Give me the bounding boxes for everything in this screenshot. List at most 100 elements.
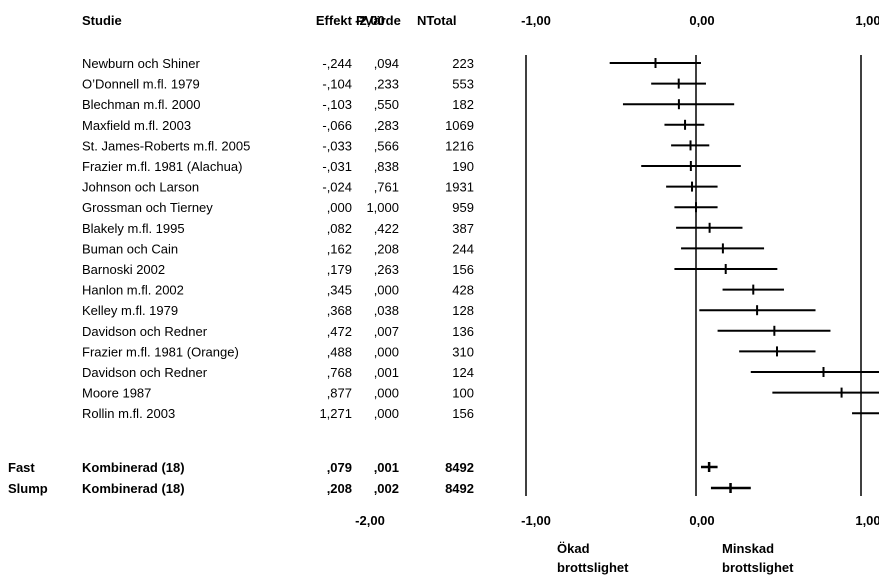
xlabel-left-line1: Ökad xyxy=(557,541,590,556)
n-total: 223 xyxy=(452,56,474,71)
study-row: St. James-Roberts m.fl. 2005 -,033 ,566 121… xyxy=(82,138,710,153)
tick-labels-bottom: -2,00-1,000,001,002,00 xyxy=(355,513,879,528)
effect-value: ,000 xyxy=(327,200,352,215)
study-name: Buman och Cain xyxy=(82,241,178,256)
study-row: Moore 1987 ,877 ,000 100 xyxy=(82,386,879,401)
summary-row: Fast Kombinerad (18) ,079 ,001 8492 xyxy=(8,460,718,475)
n-total: 387 xyxy=(452,221,474,236)
xlabel-right-line2: brottslighet xyxy=(722,560,794,575)
n-total: 156 xyxy=(452,262,474,277)
study-name: Davidson och Redner xyxy=(82,324,208,339)
p-value: ,094 xyxy=(374,56,399,71)
effect-value: ,345 xyxy=(327,283,352,298)
effect-value: ,877 xyxy=(327,386,352,401)
study-name: Hanlon m.fl. 2002 xyxy=(82,283,184,298)
effect-value: ,768 xyxy=(327,365,352,380)
header-ntotal: NTotal xyxy=(417,13,456,28)
study-row: O’Donnell m.fl. 1979 -,104 ,233 553 xyxy=(82,77,706,92)
study-row: Frazier m.fl. 1981 (Alachua) -,031 ,838 190 xyxy=(82,159,741,174)
n-total: 124 xyxy=(452,365,474,380)
p-value: ,761 xyxy=(374,180,399,195)
n-total: 553 xyxy=(452,77,474,92)
summary-row: Slump Kombinerad (18) ,208 ,002 8492 xyxy=(8,481,751,496)
effect-value: -,104 xyxy=(322,77,352,92)
effect-value: ,208 xyxy=(327,481,352,496)
p-value: ,283 xyxy=(374,118,399,133)
p-value: ,000 xyxy=(374,386,399,401)
study-name: Frazier m.fl. 1981 (Orange) xyxy=(82,344,239,359)
p-value: ,550 xyxy=(374,97,399,112)
study-name: Kelley m.fl. 1979 xyxy=(82,303,178,318)
study-row: Kelley m.fl. 1979 ,368 ,038 128 xyxy=(82,303,816,318)
study-row: Blakely m.fl. 1995 ,082 ,422 387 xyxy=(82,221,743,236)
study-name: Grossman och Tierney xyxy=(82,200,213,215)
model-label: Fast xyxy=(8,460,35,475)
effect-value: ,162 xyxy=(327,241,352,256)
study-rows: Newburn och Shiner -,244 ,094 223 O’Donnell … xyxy=(8,56,879,496)
model-label: Slump xyxy=(8,481,48,496)
study-row: Hanlon m.fl. 2002 ,345 ,000 428 xyxy=(82,283,784,298)
effect-value: -,033 xyxy=(322,138,352,153)
study-name: St. James-Roberts m.fl. 2005 xyxy=(82,138,250,153)
p-value: ,263 xyxy=(374,262,399,277)
p-value: ,038 xyxy=(374,303,399,318)
n-total: 156 xyxy=(452,406,474,421)
study-row: Rollin m.fl. 2003 1,271 ,000 156 xyxy=(82,406,879,421)
tick-label-bottom: 0,00 xyxy=(689,513,714,528)
header-pvalue: PVärde xyxy=(356,13,401,28)
header-study: Studie xyxy=(82,13,122,28)
tick-label-bottom: -1,00 xyxy=(521,513,551,528)
effect-value: -,103 xyxy=(322,97,352,112)
n-total: 244 xyxy=(452,241,474,256)
effect-value: ,488 xyxy=(327,344,352,359)
p-value: ,001 xyxy=(374,365,399,380)
p-value: ,000 xyxy=(374,283,399,298)
p-value: ,001 xyxy=(374,460,399,475)
p-value: ,208 xyxy=(374,241,399,256)
header-effect: Effekt xyxy=(316,13,353,28)
study-row: Blechman m.fl. 2000 -,103 ,550 182 xyxy=(82,97,735,112)
study-name: Kombinerad (18) xyxy=(82,460,185,475)
tick-label-top: -2,00 xyxy=(355,13,385,28)
n-total: 128 xyxy=(452,303,474,318)
study-row: Frazier m.fl. 1981 (Orange) ,488 ,000 310 xyxy=(82,344,816,359)
xlabel-right-line1: Minskad xyxy=(722,541,774,556)
study-row: Maxfield m.fl. 2003 -,066 ,283 1069 xyxy=(82,118,705,133)
study-name: Johnson och Larson xyxy=(82,180,199,195)
study-name: Moore 1987 xyxy=(82,386,151,401)
n-total: 136 xyxy=(452,324,474,339)
effect-value: -,244 xyxy=(322,56,352,71)
p-value: ,002 xyxy=(374,481,399,496)
tick-labels-top: -2,00-1,000,001,002,00 xyxy=(355,13,879,28)
study-row: Davidson och Redner ,768 ,001 124 xyxy=(82,365,879,380)
study-name: O’Donnell m.fl. 1979 xyxy=(82,77,200,92)
study-row: Johnson och Larson -,024 ,761 1931 xyxy=(82,180,718,195)
n-total: 1216 xyxy=(445,138,474,153)
n-total: 1069 xyxy=(445,118,474,133)
n-total: 1931 xyxy=(445,180,474,195)
tick-label-top: 1,00 xyxy=(855,13,879,28)
effect-value: ,472 xyxy=(327,324,352,339)
study-name: Rollin m.fl. 2003 xyxy=(82,406,175,421)
study-name: Kombinerad (18) xyxy=(82,481,185,496)
study-name: Newburn och Shiner xyxy=(82,56,200,71)
n-total: 310 xyxy=(452,344,474,359)
p-value: ,000 xyxy=(374,344,399,359)
tick-label-top: 0,00 xyxy=(689,13,714,28)
p-value: ,422 xyxy=(374,221,399,236)
n-total: 182 xyxy=(452,97,474,112)
xlabel-left-line2: brottslighet xyxy=(557,560,629,575)
study-row: Davidson och Redner ,472 ,007 136 xyxy=(82,324,831,339)
p-value: ,566 xyxy=(374,138,399,153)
p-value: ,233 xyxy=(374,77,399,92)
effect-value: ,368 xyxy=(327,303,352,318)
p-value: 1,000 xyxy=(366,200,399,215)
n-total: 428 xyxy=(452,283,474,298)
n-total: 190 xyxy=(452,159,474,174)
effect-value: 1,271 xyxy=(319,406,352,421)
tick-label-bottom: 1,00 xyxy=(855,513,879,528)
effect-value: -,031 xyxy=(322,159,352,174)
effect-value: ,082 xyxy=(327,221,352,236)
study-name: Frazier m.fl. 1981 (Alachua) xyxy=(82,159,242,174)
